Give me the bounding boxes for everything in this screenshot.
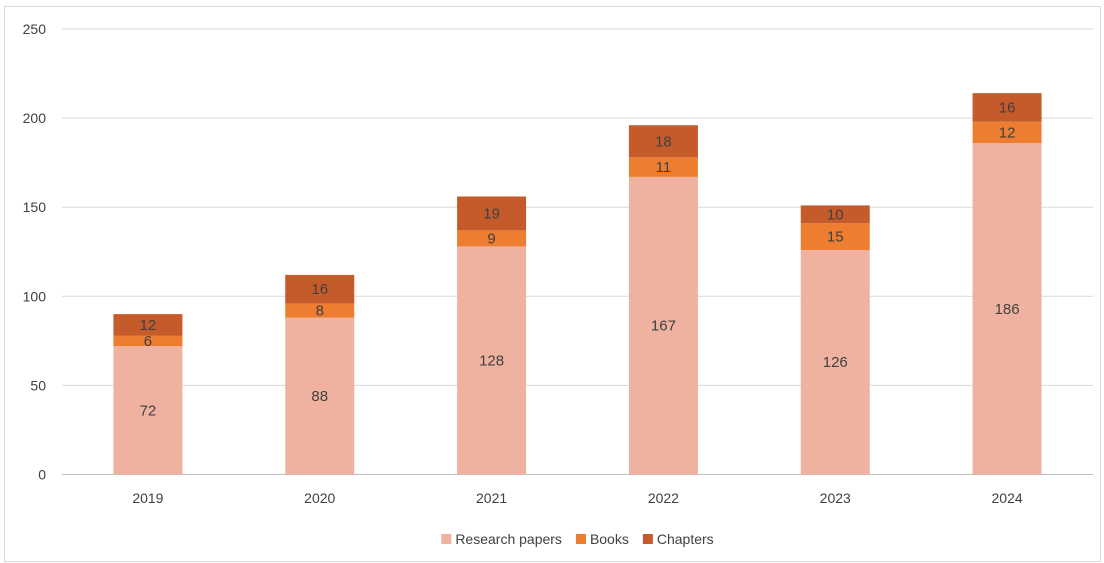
x-tick-label: 2022 bbox=[648, 490, 679, 506]
legend-item-research-papers: Research papers bbox=[441, 531, 562, 547]
data-label-books-2022: 11 bbox=[656, 159, 672, 176]
bar-research-papers-2019 bbox=[113, 346, 183, 475]
bar-chapters-2024 bbox=[972, 93, 1042, 122]
data-label-research-papers-2019: 72 bbox=[140, 402, 157, 419]
gridlines bbox=[62, 28, 1093, 386]
bar-research-papers-2022 bbox=[628, 176, 698, 475]
x-axis-ticks: 2019 2020 2021 2022 2023 2024 bbox=[132, 490, 1023, 506]
bar-research-papers-2023 bbox=[800, 249, 870, 475]
legend-swatch bbox=[642, 534, 653, 544]
bar-books-2024 bbox=[972, 121, 1042, 144]
data-label-books-2024: 12 bbox=[999, 124, 1016, 141]
data-label-chapters-2024: 16 bbox=[999, 99, 1016, 116]
bar-research-papers-2024 bbox=[972, 143, 1042, 475]
legend-swatch bbox=[441, 534, 452, 544]
data-label-books-2019: 6 bbox=[144, 333, 152, 350]
y-tick-label: 200 bbox=[23, 110, 47, 126]
bar-books-2021 bbox=[457, 230, 527, 247]
data-label-research-papers-2024: 186 bbox=[995, 301, 1020, 318]
bar-chapters-2022 bbox=[628, 125, 698, 158]
legend-item-books: Books bbox=[575, 531, 629, 547]
legend-item-chapters: Chapters bbox=[642, 531, 714, 547]
bar-chapters-2023 bbox=[800, 205, 870, 224]
bar-books-2022 bbox=[628, 157, 698, 177]
data-label-books-2020: 8 bbox=[316, 303, 324, 320]
x-tick-label: 2024 bbox=[992, 490, 1023, 506]
bar-books-2023 bbox=[800, 223, 870, 250]
y-tick-label: 150 bbox=[23, 199, 47, 215]
data-label-chapters-2021: 19 bbox=[483, 205, 500, 222]
bar-chapters-2020 bbox=[285, 274, 355, 304]
bar-group-2024: 186 12 16 bbox=[972, 93, 1042, 475]
data-label-chapters-2020: 16 bbox=[311, 281, 328, 298]
y-axis-ticks: 0 50 100 150 200 250 bbox=[23, 21, 47, 483]
bar-group-2019: 72 612 bbox=[113, 314, 183, 475]
data-label-research-papers-2020: 88 bbox=[311, 388, 328, 405]
chart-frame bbox=[4, 6, 1101, 562]
y-tick-label: 100 bbox=[23, 288, 47, 304]
x-tick-label: 2021 bbox=[476, 490, 507, 506]
bar-group-2023: 126 15 10 bbox=[800, 205, 870, 475]
data-label-books-2021: 9 bbox=[487, 230, 495, 247]
bar-chapters-2021 bbox=[457, 196, 527, 231]
legend: Research papers Books Chapters bbox=[441, 531, 714, 547]
data-label-books-2023: 15 bbox=[827, 229, 844, 246]
bar-group-2021: 128 9 19 bbox=[457, 196, 527, 475]
x-tick-label: 2020 bbox=[304, 490, 335, 506]
legend-label: Books bbox=[590, 531, 629, 547]
data-label-chapters-2022: 18 bbox=[655, 133, 672, 150]
bar-research-papers-2021 bbox=[457, 246, 527, 475]
data-label-chapters-2023: 10 bbox=[827, 206, 844, 223]
legend-swatch bbox=[575, 534, 586, 544]
bar-chapters-2019 bbox=[113, 314, 183, 336]
data-label-research-papers-2022: 167 bbox=[651, 318, 676, 335]
bar-research-papers-2020 bbox=[285, 317, 355, 475]
data-label-chapters-2019: 12 bbox=[140, 317, 157, 334]
y-tick-label: 0 bbox=[38, 467, 46, 483]
bar-group-2022: 167 11 18 bbox=[628, 125, 698, 475]
data-label-research-papers-2023: 126 bbox=[823, 354, 848, 371]
legend-label: Research papers bbox=[455, 531, 562, 547]
bar-books-2019 bbox=[113, 335, 183, 347]
legend-label: Chapters bbox=[657, 531, 714, 547]
bar-books-2020 bbox=[285, 303, 355, 318]
x-tick-label: 2019 bbox=[132, 490, 163, 506]
x-tick-label: 2023 bbox=[820, 490, 851, 506]
y-tick-label: 50 bbox=[30, 377, 46, 393]
y-tick-label: 250 bbox=[23, 21, 47, 37]
data-label-research-papers-2021: 128 bbox=[479, 352, 504, 369]
